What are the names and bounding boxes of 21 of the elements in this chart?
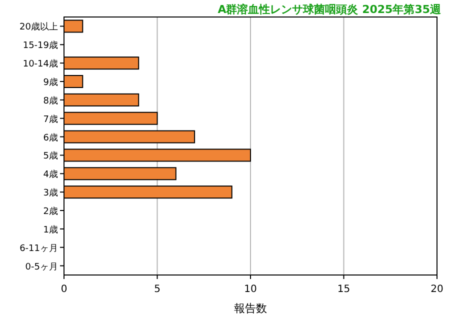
x-tick-label: 20 (430, 284, 444, 295)
y-tick-label: 0-5ヶ月 (25, 262, 58, 272)
y-tick-label: 3歳 (43, 188, 58, 199)
y-tick-label: 20歳以上 (20, 22, 58, 33)
x-tick-label: 0 (60, 284, 68, 295)
y-tick-label: 15-19歳 (22, 40, 58, 52)
chart-title: A群溶血性レンサ球菌咽頭炎 2025年第35週 (218, 3, 442, 16)
x-axis-title: 報告数 (234, 302, 267, 315)
y-tick-label: 7歳 (43, 114, 58, 125)
y-tick-label: 4歳 (43, 169, 58, 180)
y-tick-label: 5歳 (43, 150, 58, 162)
y-tick-label: 2歳 (43, 206, 58, 217)
x-tick-label: 10 (244, 284, 257, 295)
x-tick-label: 5 (154, 284, 160, 295)
y-tick-label: 8歳 (43, 95, 58, 106)
y-tick-label: 6歳 (43, 132, 58, 144)
y-tick-label: 1歳 (43, 224, 58, 236)
y-tick-label: 6-11ヶ月 (20, 244, 58, 254)
x-tick-label: 15 (337, 284, 350, 295)
y-tick-label: 10-14歳 (22, 58, 58, 70)
y-tick-label: 9歳 (43, 77, 58, 88)
